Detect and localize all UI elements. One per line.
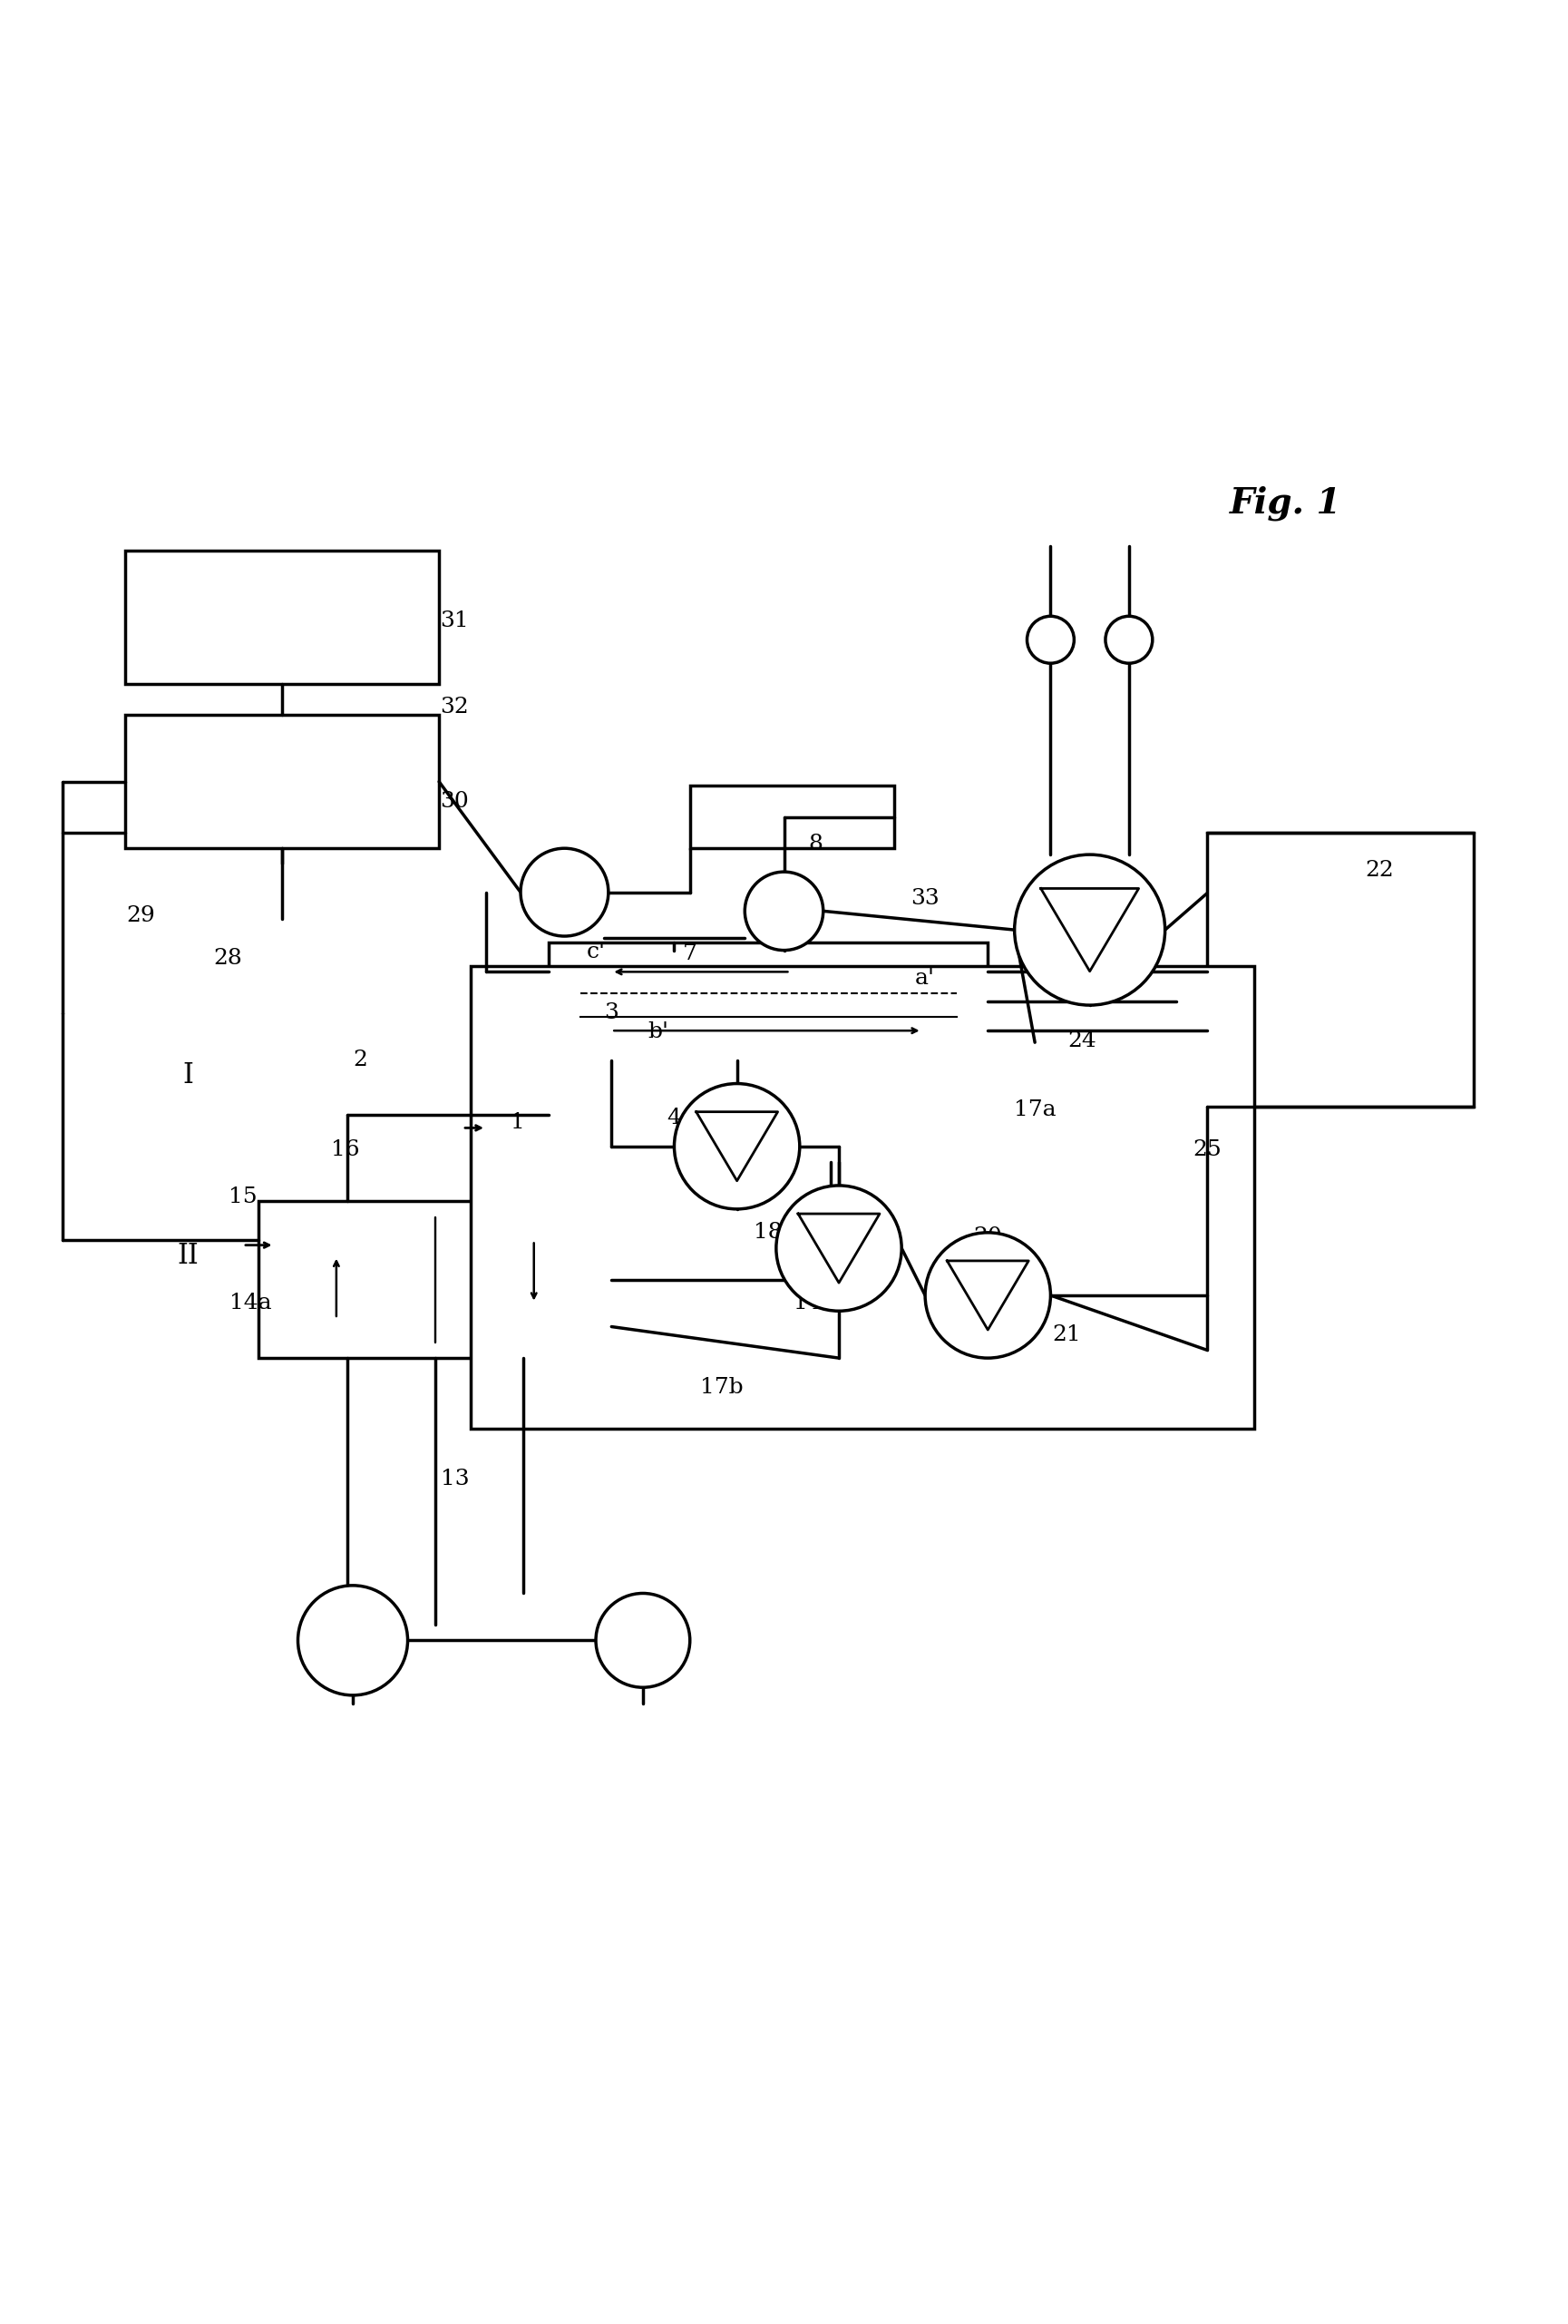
Text: 8: 8 bbox=[808, 834, 823, 853]
Circle shape bbox=[674, 1083, 800, 1208]
Text: 26: 26 bbox=[754, 888, 782, 909]
Circle shape bbox=[1027, 616, 1074, 662]
Text: 32: 32 bbox=[441, 697, 469, 718]
Text: 21: 21 bbox=[1052, 1325, 1080, 1346]
Text: 1: 1 bbox=[510, 1113, 525, 1134]
Bar bbox=[125, 551, 439, 683]
Text: 5: 5 bbox=[1074, 969, 1090, 990]
Circle shape bbox=[521, 848, 608, 937]
Text: Fig. 1: Fig. 1 bbox=[1229, 486, 1342, 521]
Text: 29: 29 bbox=[127, 906, 155, 927]
Bar bbox=[125, 716, 439, 848]
Circle shape bbox=[925, 1232, 1051, 1357]
Text: 13: 13 bbox=[441, 1469, 469, 1490]
Text: 7: 7 bbox=[682, 944, 698, 964]
Circle shape bbox=[1014, 855, 1165, 1006]
Text: 30: 30 bbox=[441, 790, 469, 811]
Bar bbox=[259, 1202, 612, 1357]
Text: 2: 2 bbox=[353, 1050, 368, 1071]
Text: b': b' bbox=[648, 1020, 670, 1041]
Text: 23: 23 bbox=[1131, 925, 1159, 946]
Text: 15: 15 bbox=[229, 1185, 257, 1206]
Text: a': a' bbox=[916, 969, 935, 990]
Text: 3: 3 bbox=[604, 1002, 619, 1023]
Circle shape bbox=[596, 1594, 690, 1687]
Text: 27: 27 bbox=[519, 881, 547, 902]
Bar bbox=[1207, 832, 1474, 1106]
Text: 25: 25 bbox=[1193, 1139, 1221, 1160]
Text: 14b: 14b bbox=[793, 1292, 837, 1313]
Bar bbox=[470, 967, 1254, 1429]
Circle shape bbox=[776, 1185, 902, 1311]
Text: 16: 16 bbox=[331, 1139, 359, 1160]
Text: 4: 4 bbox=[666, 1109, 682, 1129]
Text: 24: 24 bbox=[1068, 1032, 1096, 1053]
Circle shape bbox=[1105, 616, 1152, 662]
Text: 28: 28 bbox=[213, 948, 241, 969]
Circle shape bbox=[745, 872, 823, 951]
Text: 6: 6 bbox=[1074, 909, 1090, 930]
Text: 22: 22 bbox=[1366, 860, 1394, 881]
Bar bbox=[690, 786, 894, 848]
Text: 20: 20 bbox=[974, 1227, 1002, 1248]
Text: 12: 12 bbox=[331, 1631, 359, 1652]
Text: 17a: 17a bbox=[1014, 1099, 1055, 1120]
Text: 17b: 17b bbox=[699, 1378, 743, 1399]
Text: 19: 19 bbox=[660, 1641, 688, 1662]
Text: 18: 18 bbox=[754, 1222, 782, 1243]
Text: c': c' bbox=[586, 941, 605, 962]
Text: 14a: 14a bbox=[230, 1292, 271, 1313]
Text: 33: 33 bbox=[911, 888, 939, 909]
Text: I: I bbox=[183, 1062, 193, 1090]
Text: II: II bbox=[177, 1241, 199, 1271]
Text: 31: 31 bbox=[441, 611, 469, 632]
Bar bbox=[549, 944, 988, 1060]
Circle shape bbox=[298, 1585, 408, 1694]
